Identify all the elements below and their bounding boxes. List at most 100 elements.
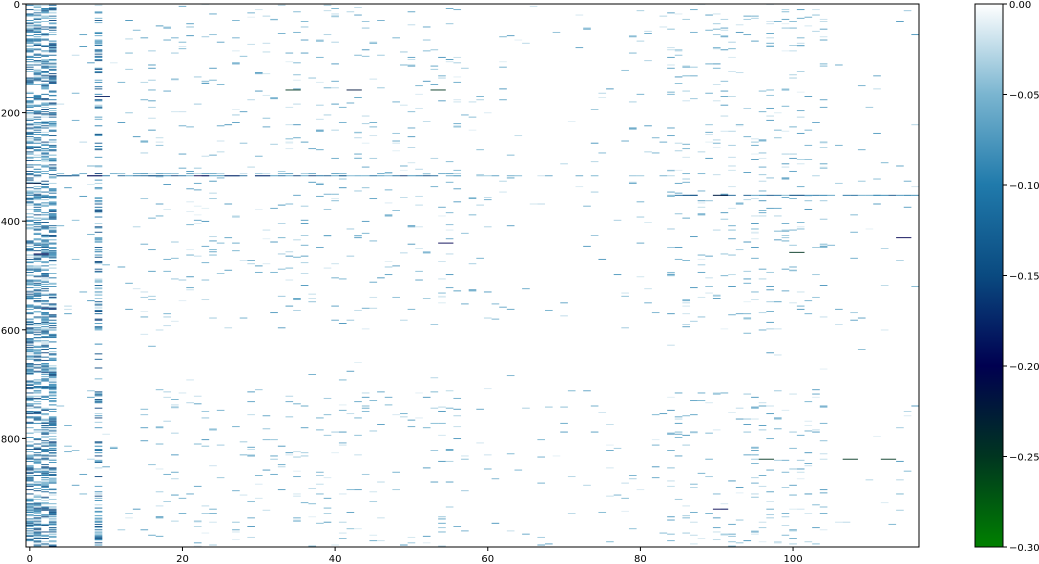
heatmap-cell xyxy=(331,263,339,265)
heatmap-cell xyxy=(193,214,202,216)
heatmap-cell xyxy=(186,170,194,172)
heatmap-cell xyxy=(682,156,691,158)
heatmap-cell xyxy=(33,334,42,336)
heatmap-cell xyxy=(26,290,34,292)
heatmap-cell xyxy=(247,536,255,538)
heatmap-cell xyxy=(33,307,42,309)
heatmap-cell xyxy=(781,163,790,165)
heatmap-cell xyxy=(392,132,400,134)
heatmap-cell xyxy=(453,426,462,428)
heatmap-cell xyxy=(285,142,294,144)
heatmap-cell xyxy=(476,96,484,97)
heatmap-cell xyxy=(33,285,42,286)
heatmap-cell xyxy=(41,60,49,62)
heatmap-cell xyxy=(682,302,691,304)
heatmap-cell xyxy=(560,422,568,424)
heatmap-cell xyxy=(41,218,49,220)
heatmap-cell xyxy=(26,532,34,534)
heatmap-cell xyxy=(483,454,492,456)
heatmap-cell xyxy=(48,416,57,418)
heatmap-cell xyxy=(369,135,378,137)
heatmap-cell xyxy=(26,467,34,469)
heatmap-cell xyxy=(751,257,759,259)
heatmap-cell xyxy=(94,56,103,58)
heatmap-cell xyxy=(33,232,42,234)
heatmap-cell xyxy=(41,378,49,380)
heatmap-cell xyxy=(697,206,706,208)
heatmap-cell xyxy=(41,328,49,330)
heatmap-cell xyxy=(94,495,103,497)
heatmap-cell xyxy=(140,408,149,410)
heatmap-cell xyxy=(720,80,729,82)
heatmap-cell xyxy=(377,540,385,542)
heatmap-cell xyxy=(94,455,103,457)
heatmap-cell xyxy=(48,273,57,274)
heatmap-cell xyxy=(262,126,271,128)
heatmap-cell xyxy=(33,265,42,267)
heatmap-cell xyxy=(48,375,57,377)
heatmap-cell xyxy=(407,536,416,538)
heatmap-cell xyxy=(26,13,34,15)
heatmap-cell xyxy=(140,316,149,318)
heatmap-cell xyxy=(26,410,34,412)
heatmap-cell xyxy=(48,75,57,77)
heatmap-cell xyxy=(48,96,57,97)
heatmap-cell xyxy=(26,366,34,368)
heatmap-cell xyxy=(209,544,217,546)
heatmap-cell xyxy=(598,258,607,260)
heatmap-cell xyxy=(155,427,164,429)
heatmap-cell xyxy=(712,429,721,431)
heatmap-cell xyxy=(781,516,790,518)
heatmap-cell xyxy=(766,508,774,510)
heatmap-cell xyxy=(262,173,271,175)
heatmap-cell xyxy=(377,517,385,519)
heatmap-cell xyxy=(415,279,423,281)
heatmap-cell xyxy=(377,175,385,177)
heatmap-cell xyxy=(277,204,286,206)
heatmap-cell xyxy=(87,165,95,167)
heatmap-cell xyxy=(789,153,797,155)
heatmap-cell xyxy=(758,527,767,529)
heatmap-cell xyxy=(48,315,57,317)
heatmap-cell xyxy=(26,91,34,93)
heatmap-cell xyxy=(26,469,34,471)
heatmap-cell xyxy=(430,65,439,67)
heatmap-cell xyxy=(26,78,34,80)
heatmap-cell xyxy=(48,452,57,454)
heatmap-cell xyxy=(781,525,790,526)
heatmap-cell xyxy=(819,492,828,494)
heatmap-cell xyxy=(163,473,172,475)
heatmap-cell xyxy=(148,117,156,119)
heatmap-cell xyxy=(789,468,797,470)
heatmap-cell xyxy=(41,173,49,175)
heatmap-cell xyxy=(430,186,439,188)
y-tick-label: 0 xyxy=(14,0,20,11)
heatmap-cell xyxy=(789,229,797,231)
heatmap-cell xyxy=(720,328,729,330)
heatmap-cell xyxy=(773,194,782,196)
heatmap-cell xyxy=(766,328,774,330)
heatmap-cell xyxy=(300,223,309,224)
heatmap-cell xyxy=(41,368,49,370)
heatmap-cell xyxy=(369,534,378,536)
heatmap-cell xyxy=(209,198,217,200)
heatmap-cell xyxy=(781,235,790,236)
heatmap-cell xyxy=(26,101,34,103)
heatmap-cell xyxy=(262,238,271,240)
heatmap-cell xyxy=(41,226,49,228)
heatmap-cell xyxy=(369,491,378,493)
heatmap-cell xyxy=(26,399,34,400)
heatmap-cell xyxy=(499,36,507,38)
heatmap-cell xyxy=(209,428,217,430)
heatmap-cell xyxy=(33,458,42,460)
heatmap-cell xyxy=(690,236,698,238)
heatmap-cell xyxy=(911,405,919,407)
heatmap-cell xyxy=(621,295,629,297)
heatmap-cell xyxy=(102,264,110,266)
heatmap-cell xyxy=(48,429,57,431)
heatmap-cell xyxy=(41,103,49,105)
heatmap-cell xyxy=(277,175,286,177)
heatmap-cell xyxy=(262,263,271,265)
heatmap-cell xyxy=(41,93,49,95)
heatmap-cell xyxy=(682,515,691,517)
